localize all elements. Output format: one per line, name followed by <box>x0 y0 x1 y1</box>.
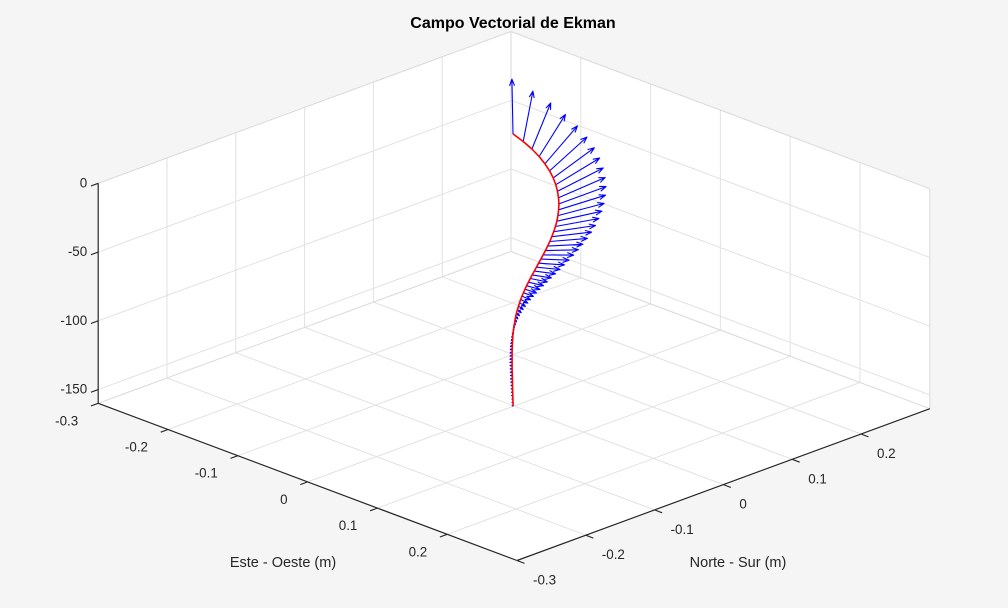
box-edge <box>98 251 512 404</box>
x-tick-label: 0.2 <box>409 544 428 559</box>
y-tick-mark <box>585 534 594 539</box>
x-tick-label: -0.3 <box>55 413 78 428</box>
x-tick-label: 0.1 <box>339 518 358 533</box>
box-edge <box>98 31 512 184</box>
x-tick-label: 0 <box>280 492 287 507</box>
tick-labels: -0.3 -0.2 -0.1 0 0.1 0.2 -0.3 -0.2 -0.1 0 0.1 0.2 0 -… <box>55 175 896 587</box>
y-tick-mark <box>860 433 869 438</box>
x-tick-mark <box>439 533 448 538</box>
x-tick-mark <box>160 428 169 433</box>
x-tick-mark <box>369 507 378 512</box>
box-edges <box>98 31 931 410</box>
x-tick-label: -0.1 <box>195 466 218 481</box>
y-tick-label: -0.2 <box>602 547 625 562</box>
grid-line-floor-x <box>447 382 861 535</box>
grid-line-right-wall-z <box>510 168 930 327</box>
y-tick-mark <box>792 458 800 463</box>
z-tick-label: -150 <box>60 382 87 397</box>
x-tick-mark <box>90 402 99 407</box>
tick-marks <box>90 182 869 564</box>
plot-title: Campo Vectorial de Ekman <box>410 15 615 32</box>
z-tick-mark <box>90 182 99 187</box>
y-tick-mark <box>723 484 732 489</box>
spiral-curve <box>511 133 560 406</box>
grid-lines <box>98 56 930 536</box>
y-tick-label: 0.1 <box>808 471 827 486</box>
y-tick-mark <box>516 559 525 564</box>
y-tick-label: -0.3 <box>533 573 556 588</box>
x-tick-mark <box>230 455 238 459</box>
grid-line-floor-x <box>307 329 721 483</box>
z-tick-label: -50 <box>68 244 87 259</box>
grid-line-right-wall-z <box>510 99 930 258</box>
z-tick-mark <box>90 320 99 325</box>
z-tick-label: 0 <box>80 175 87 190</box>
ekman-spiral-path <box>511 133 560 406</box>
grid-line-floor-x <box>167 277 581 430</box>
grid-line-right-wall-z <box>510 237 930 396</box>
grid-line-left-wall-z <box>98 237 512 391</box>
y-axis-label: Norte - Sur (m) <box>690 555 787 571</box>
x-tick-mark <box>300 481 308 486</box>
grid-line-left-wall-z <box>98 168 512 322</box>
z-tick-mark <box>90 251 99 256</box>
y-tick-mark <box>654 509 663 514</box>
z-tick-label: -100 <box>60 313 87 328</box>
box-edge <box>510 251 930 410</box>
x-tick-label: -0.2 <box>125 440 148 455</box>
grid-line-left-wall-z <box>98 99 512 253</box>
grid-line-floor-x <box>377 355 791 509</box>
box-edge <box>510 31 930 190</box>
y-tick-label: -0.1 <box>671 522 694 537</box>
z-tick-mark <box>90 389 99 393</box>
grid-line-floor-x <box>237 303 651 457</box>
x-axis-label: Este - Oeste (m) <box>230 555 336 571</box>
y-tick-label: 0.2 <box>877 446 896 461</box>
y-tick-label: 0 <box>739 497 746 512</box>
